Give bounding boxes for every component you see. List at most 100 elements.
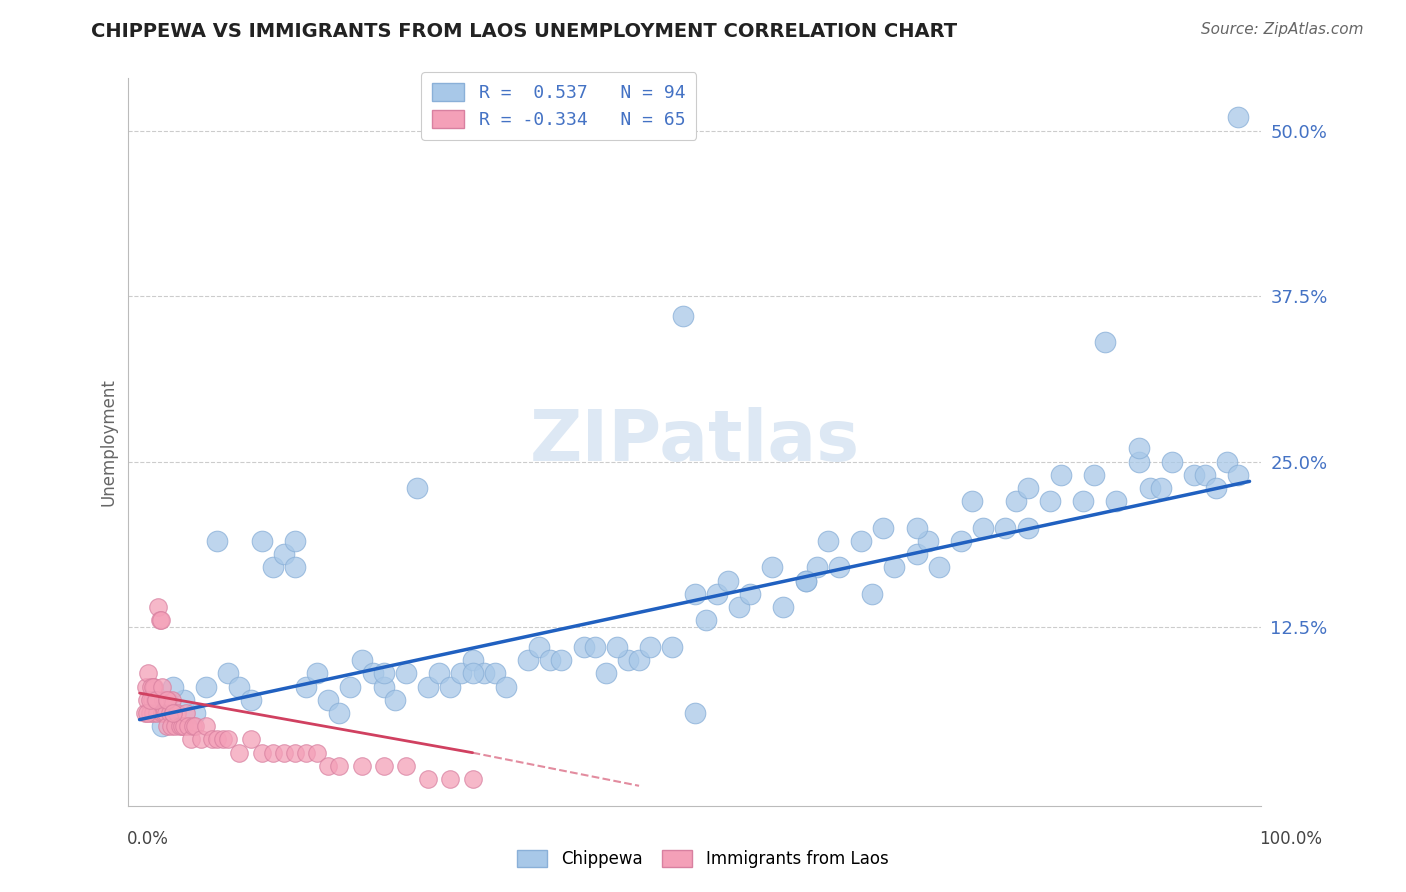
Point bbox=[406, 481, 429, 495]
Point bbox=[180, 732, 202, 747]
Point bbox=[169, 719, 191, 733]
Point bbox=[173, 692, 195, 706]
Point bbox=[905, 547, 928, 561]
Point bbox=[872, 521, 894, 535]
Point bbox=[328, 706, 350, 720]
Point bbox=[139, 680, 162, 694]
Point bbox=[217, 732, 239, 747]
Point bbox=[142, 706, 165, 720]
Point bbox=[162, 680, 184, 694]
Point bbox=[1150, 481, 1173, 495]
Point bbox=[1094, 335, 1116, 350]
Point bbox=[583, 640, 606, 654]
Point bbox=[550, 653, 572, 667]
Point bbox=[155, 706, 177, 720]
Point bbox=[195, 680, 218, 694]
Point bbox=[373, 759, 395, 773]
Point bbox=[153, 706, 176, 720]
Point bbox=[150, 706, 173, 720]
Point bbox=[794, 574, 817, 588]
Point bbox=[672, 309, 695, 323]
Point bbox=[262, 746, 284, 760]
Point bbox=[572, 640, 595, 654]
Point bbox=[350, 653, 373, 667]
Point bbox=[160, 692, 183, 706]
Point bbox=[1128, 442, 1150, 456]
Point bbox=[1139, 481, 1161, 495]
Point bbox=[135, 680, 157, 694]
Point bbox=[461, 772, 484, 787]
Point bbox=[138, 692, 160, 706]
Y-axis label: Unemployment: Unemployment bbox=[100, 377, 117, 506]
Point bbox=[960, 494, 983, 508]
Text: 100.0%: 100.0% bbox=[1258, 830, 1322, 847]
Point bbox=[1071, 494, 1094, 508]
Point bbox=[527, 640, 550, 654]
Point bbox=[1083, 467, 1105, 482]
Point bbox=[201, 732, 224, 747]
Point bbox=[273, 746, 295, 760]
Point bbox=[138, 706, 160, 720]
Point bbox=[150, 719, 173, 733]
Point bbox=[134, 706, 156, 720]
Point bbox=[142, 680, 165, 694]
Point bbox=[174, 706, 197, 720]
Point bbox=[461, 666, 484, 681]
Point bbox=[184, 706, 207, 720]
Text: Source: ZipAtlas.com: Source: ZipAtlas.com bbox=[1201, 22, 1364, 37]
Point bbox=[207, 732, 229, 747]
Point bbox=[1216, 454, 1239, 468]
Point bbox=[295, 680, 318, 694]
Point bbox=[239, 692, 262, 706]
Point bbox=[427, 666, 450, 681]
Point bbox=[373, 680, 395, 694]
Point bbox=[917, 533, 939, 548]
Point bbox=[395, 759, 418, 773]
Point bbox=[1227, 111, 1250, 125]
Point bbox=[972, 521, 994, 535]
Point bbox=[706, 587, 728, 601]
Point bbox=[149, 613, 172, 627]
Point bbox=[177, 719, 200, 733]
Point bbox=[284, 746, 307, 760]
Point bbox=[661, 640, 683, 654]
Point bbox=[761, 560, 783, 574]
Point bbox=[418, 680, 440, 694]
Point bbox=[384, 692, 406, 706]
Point bbox=[772, 600, 794, 615]
Point bbox=[828, 560, 851, 574]
Point bbox=[1128, 454, 1150, 468]
Point bbox=[472, 666, 495, 681]
Text: 0.0%: 0.0% bbox=[127, 830, 169, 847]
Point bbox=[190, 732, 212, 747]
Point bbox=[165, 719, 187, 733]
Point bbox=[606, 640, 628, 654]
Point bbox=[146, 706, 169, 720]
Point bbox=[994, 521, 1017, 535]
Point bbox=[328, 759, 350, 773]
Point bbox=[806, 560, 828, 574]
Point bbox=[1105, 494, 1128, 508]
Point bbox=[170, 719, 193, 733]
Point bbox=[450, 666, 472, 681]
Point bbox=[184, 719, 207, 733]
Point bbox=[195, 719, 218, 733]
Point bbox=[136, 692, 159, 706]
Point bbox=[143, 692, 166, 706]
Point bbox=[143, 680, 166, 694]
Point bbox=[162, 706, 184, 720]
Point bbox=[211, 732, 233, 747]
Point bbox=[141, 692, 163, 706]
Point bbox=[159, 706, 181, 720]
Point bbox=[617, 653, 640, 667]
Point bbox=[145, 692, 167, 706]
Point bbox=[148, 600, 170, 615]
Point bbox=[638, 640, 661, 654]
Point bbox=[136, 706, 159, 720]
Point bbox=[595, 666, 617, 681]
Point bbox=[794, 574, 817, 588]
Point bbox=[418, 772, 440, 787]
Point bbox=[148, 613, 170, 627]
Point bbox=[284, 533, 307, 548]
Point bbox=[350, 759, 373, 773]
